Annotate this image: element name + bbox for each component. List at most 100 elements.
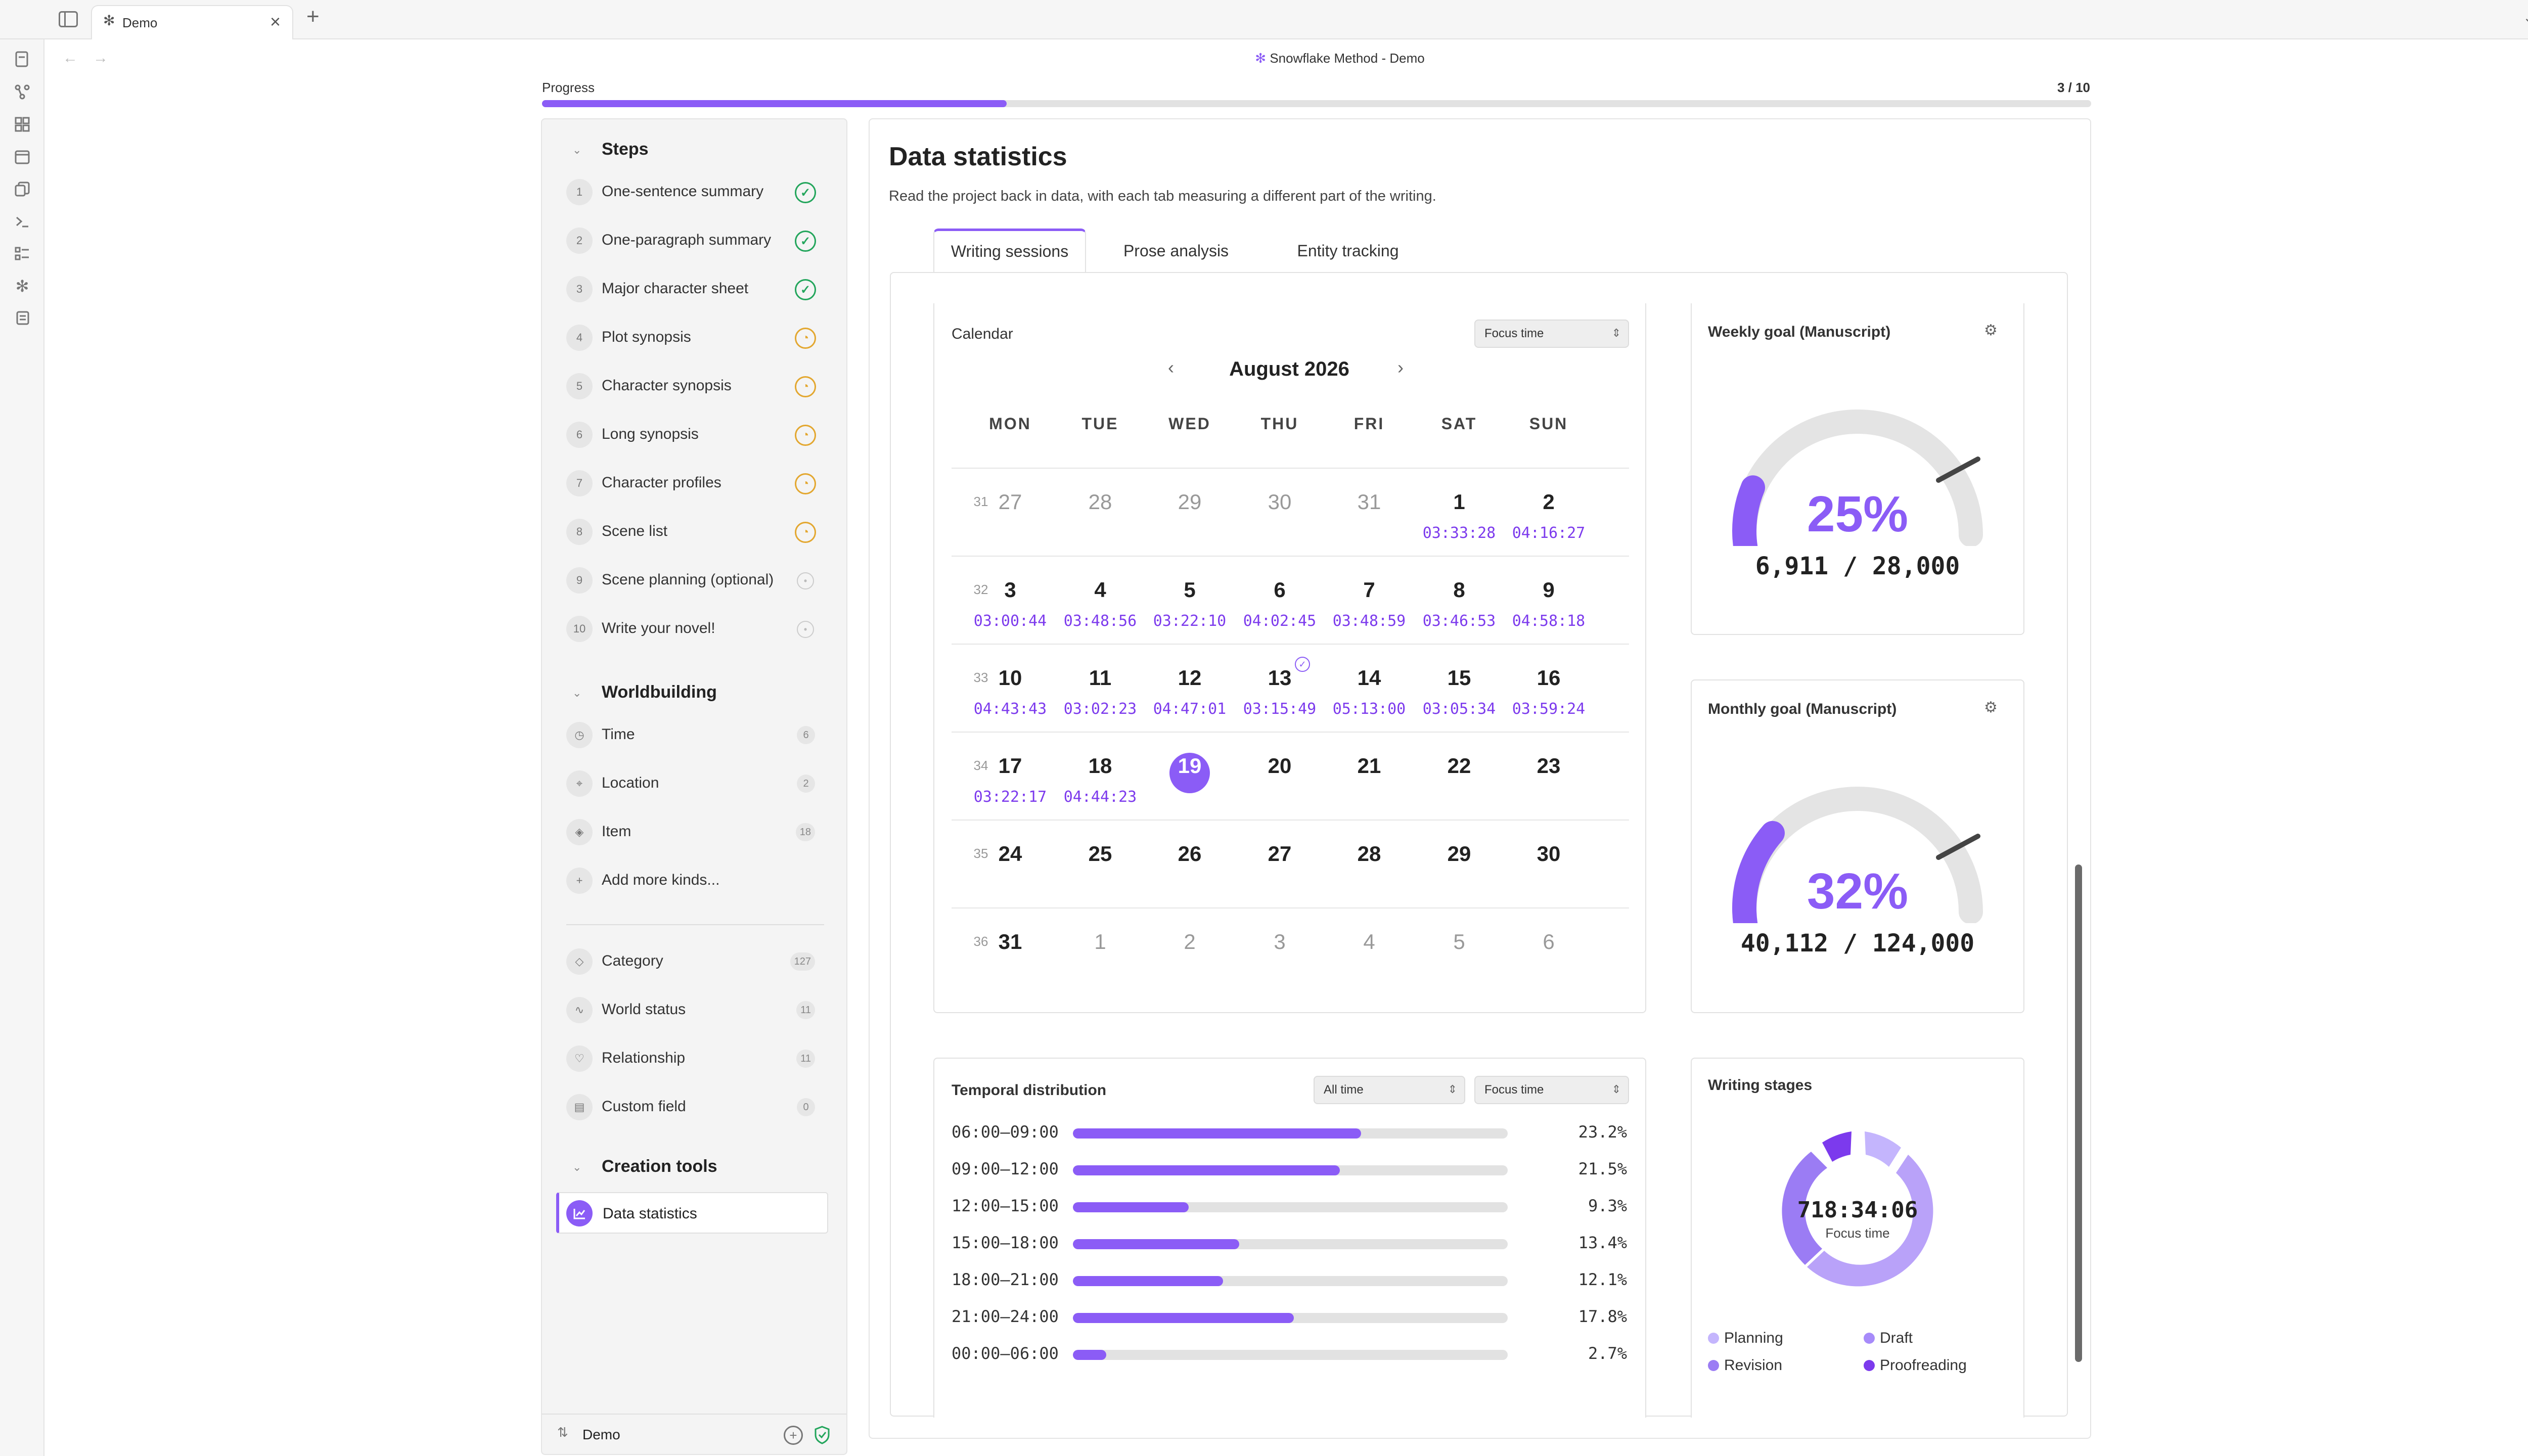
calendar-day[interactable]: 13 (1268, 666, 1292, 690)
chevron-down-icon[interactable]: ⌄ (572, 1161, 582, 1173)
calendar-day[interactable]: 10 (998, 666, 1022, 690)
terminal-icon[interactable] (13, 212, 31, 231)
worldbuilding-item[interactable]: ◷ Time 6 (566, 715, 819, 750)
list-icon[interactable] (13, 245, 31, 263)
worldbuilding-meta-item[interactable]: ∿ World status 11 (566, 990, 819, 1025)
settings-sliders-icon[interactable]: ⚙ (1984, 322, 1998, 339)
scrollbar-thumb[interactable] (2075, 864, 2082, 1362)
calendar-day[interactable]: 15 (1447, 666, 1471, 690)
calendar-day[interactable]: 6 (1274, 578, 1286, 602)
calendar-day[interactable]: 11 (1089, 666, 1112, 690)
chevron-down-icon[interactable]: ⌄ (2523, 9, 2528, 26)
sidebar-toggle-icon[interactable] (59, 11, 78, 27)
calendar-metric-select[interactable]: Focus time ⇕ (1474, 320, 1629, 348)
grid-icon[interactable] (13, 115, 31, 133)
graph-icon[interactable] (13, 83, 31, 101)
step-item[interactable]: 7 Character profiles ◔ (566, 463, 819, 498)
calendar-day[interactable]: 20 (1268, 754, 1292, 778)
calendar-day[interactable]: 5 (1184, 578, 1196, 602)
calendar-day[interactable]: 12 (1178, 666, 1202, 690)
nav-back-icon[interactable]: ← (63, 50, 78, 66)
snowflake-icon[interactable]: ✻ (15, 277, 29, 295)
step-item[interactable]: 9 Scene planning (optional) • (566, 560, 819, 596)
settings-sliders-icon[interactable]: ⚙ (1984, 699, 1998, 716)
tool-item-data-statistics[interactable]: Data statistics (556, 1192, 828, 1234)
add-icon[interactable]: + (784, 1426, 803, 1445)
step-item[interactable]: 10 Write your novel! • (566, 609, 819, 644)
new-tab-button[interactable]: + (306, 4, 320, 29)
calendar-day[interactable]: 30 (1268, 490, 1292, 514)
calendar-day[interactable]: 1 (1094, 930, 1106, 953)
prev-month-icon[interactable]: ‹ (1168, 357, 1174, 378)
calendar-day[interactable]: 23 (1537, 754, 1561, 778)
step-number: 1 (566, 179, 593, 205)
step-item[interactable]: 4 Plot synopsis ◔ (566, 317, 819, 353)
step-item[interactable]: 2 One-paragraph summary ✓ (566, 220, 819, 256)
calendar-day[interactable]: 31 (998, 930, 1022, 953)
calendar-day[interactable]: 29 (1178, 490, 1202, 514)
tool-item-label: Data statistics (603, 1205, 697, 1222)
calendar-day[interactable]: 16 (1537, 666, 1561, 690)
calendar-day[interactable]: 25 (1088, 842, 1112, 866)
calendar-day[interactable]: 22 (1447, 754, 1471, 778)
vault-name[interactable]: Demo (582, 1427, 620, 1442)
chevron-down-icon[interactable]: ⌄ (572, 144, 582, 156)
calendar-day[interactable]: 26 (1178, 842, 1202, 866)
calendar-day[interactable]: 29 (1447, 842, 1471, 866)
step-item[interactable]: 1 One-sentence summary ✓ (566, 172, 819, 207)
vault-switch-icon[interactable]: ⇅ (557, 1425, 568, 1440)
shield-check-icon[interactable] (813, 1425, 831, 1445)
next-month-icon[interactable]: › (1397, 357, 1404, 378)
step-item[interactable]: 6 Long synopsis ◔ (566, 415, 819, 450)
scroll-icon[interactable] (13, 309, 31, 328)
calendar-day[interactable]: 28 (1088, 490, 1112, 514)
calendar-day[interactable]: 14 (1357, 666, 1381, 690)
tab-writing-sessions[interactable]: Writing sessions (933, 229, 1086, 273)
calendar-day[interactable]: 3 (1004, 578, 1016, 602)
calendar-day[interactable]: 24 (998, 842, 1022, 866)
worldbuilding-meta-item[interactable]: ▤ Custom field 0 (566, 1087, 819, 1122)
calendar-day[interactable]: 7 (1363, 578, 1375, 602)
calendar-day[interactable]: 28 (1357, 842, 1381, 866)
calendar-day[interactable]: 3 (1274, 930, 1286, 953)
nav-forward-icon[interactable]: → (93, 50, 108, 66)
status-in-progress-icon: ◔ (795, 425, 816, 446)
file-icon[interactable] (13, 51, 31, 69)
calendar-day[interactable]: 9 (1543, 578, 1555, 602)
calendar-day[interactable]: 27 (1268, 842, 1292, 866)
calendar-day[interactable]: 5 (1453, 930, 1465, 953)
calendar-icon[interactable] (13, 148, 31, 166)
copy-icon[interactable] (13, 180, 31, 198)
worldbuilding-item[interactable]: ◈ Item 18 (566, 812, 819, 847)
add-more-kinds-button[interactable]: + Add more kinds... (566, 860, 819, 896)
step-item[interactable]: 3 Major character sheet ✓ (566, 269, 819, 304)
tab-entity-tracking[interactable]: Entity tracking (1297, 241, 1399, 260)
calendar-day[interactable]: 2 (1543, 490, 1555, 514)
temporal-metric-select[interactable]: Focus time ⇕ (1474, 1076, 1629, 1104)
calendar-day[interactable]: 1 (1453, 490, 1465, 514)
calendar-day[interactable]: 17 (998, 754, 1022, 778)
time-range-select[interactable]: All time ⇕ (1314, 1076, 1465, 1104)
calendar-day[interactable]: 8 (1453, 578, 1465, 602)
calendar-day-today[interactable]: 19 (1178, 754, 1202, 778)
monthly-goal-percent: 32% (1807, 863, 1909, 920)
tab-demo[interactable]: ✻ Demo × (91, 5, 293, 39)
close-tab-icon[interactable]: × (270, 11, 281, 32)
calendar-day[interactable]: 6 (1543, 930, 1555, 953)
step-item[interactable]: 5 Character synopsis ◔ (566, 366, 819, 401)
progress-bar (542, 100, 2091, 107)
calendar-day[interactable]: 18 (1088, 754, 1112, 778)
calendar-day[interactable]: 4 (1363, 930, 1375, 953)
tab-prose-analysis[interactable]: Prose analysis (1123, 241, 1229, 260)
calendar-day[interactable]: 21 (1357, 754, 1381, 778)
worldbuilding-meta-item[interactable]: ♡ Relationship 11 (566, 1038, 819, 1074)
calendar-day[interactable]: 27 (998, 490, 1022, 514)
calendar-day[interactable]: 2 (1184, 930, 1196, 953)
calendar-day[interactable]: 4 (1094, 578, 1106, 602)
calendar-day[interactable]: 31 (1357, 490, 1381, 514)
worldbuilding-meta-item[interactable]: ◇ Category 127 (566, 941, 819, 977)
step-item[interactable]: 8 Scene list ◔ (566, 512, 819, 547)
worldbuilding-item[interactable]: ⌖ Location 2 (566, 763, 819, 799)
calendar-day[interactable]: 30 (1537, 842, 1561, 866)
chevron-down-icon[interactable]: ⌄ (572, 687, 582, 699)
